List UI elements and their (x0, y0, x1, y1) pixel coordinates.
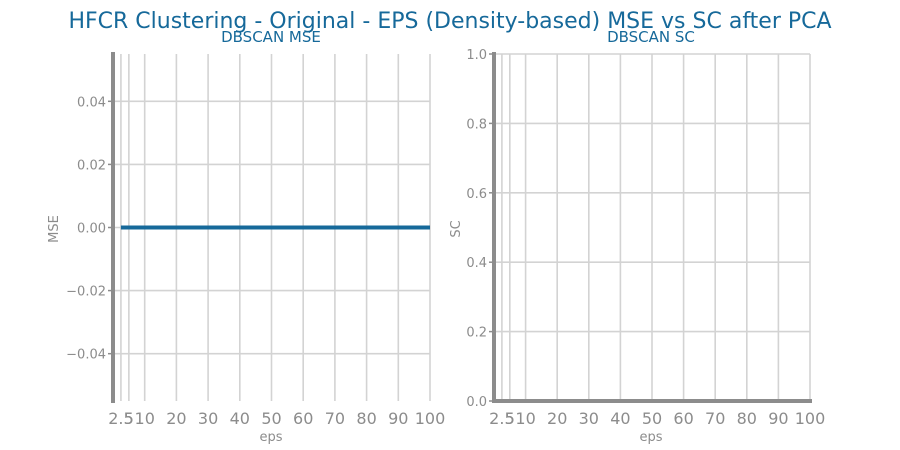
sc-grid (494, 53, 811, 402)
sc-x-tick-label: 50 (642, 409, 662, 428)
sc-x-tick-label: 80 (737, 409, 757, 428)
mse-x-tick-label: 10 (135, 409, 155, 428)
sc-x-tick-label: 90 (768, 409, 788, 428)
sc-axes (489, 52, 812, 403)
sc-panel-title: DBSCAN SC (607, 28, 695, 46)
sc-x-tick-label: 2.5 (489, 409, 514, 428)
mse-x-tick-label: 90 (388, 409, 408, 428)
mse-y-tick-label: −0.04 (66, 348, 106, 363)
mse-axes (108, 52, 115, 403)
mse-x-axis-label: eps (259, 430, 282, 445)
sc-y-tick-label: 0.4 (466, 256, 487, 271)
sc-x-tick-label: 20 (547, 409, 567, 428)
figure-title: HFCR Clustering - Original - EPS (Densit… (68, 9, 831, 34)
sc-x-tick-label: 70 (705, 409, 725, 428)
sc-x-tick-label: 10 (515, 409, 535, 428)
sc-y-tick-label: 1.0 (466, 48, 487, 63)
sc-y-tick-label: 0.2 (466, 326, 487, 341)
mse-panel: DBSCAN MSE eps MSE 2.55 10 20 30 40 50 60 70 80 9… (47, 28, 445, 445)
mse-x-tick-label: 100 (415, 409, 446, 428)
sc-y-tick-label: 0.6 (466, 187, 487, 202)
mse-x-tick-label: 2.5 (108, 409, 133, 428)
mse-x-tick-label: 50 (261, 409, 281, 428)
sc-y-tick-label: 0.0 (466, 395, 487, 410)
mse-y-tick-label: 0.04 (77, 95, 106, 110)
mse-y-tick-label: 0.02 (77, 158, 106, 173)
sc-x-tick-label: 60 (673, 409, 693, 428)
sc-x-tick-label: 100 (795, 409, 826, 428)
mse-y-axis-label: MSE (47, 215, 62, 243)
mse-x-tick-label: 5 (124, 409, 134, 428)
mse-panel-title: DBSCAN MSE (221, 28, 321, 46)
sc-x-tick-label: 40 (610, 409, 630, 428)
mse-x-tick-label: 70 (325, 409, 345, 428)
sc-x-tick-label: 5 (505, 409, 515, 428)
mse-y-tick-label: −0.02 (66, 285, 106, 300)
sc-ticks: 2.55 10 20 30 40 50 60 70 80 90 100 0.0 0.2 0.4 0.6 0.8… (466, 48, 825, 428)
sc-y-axis-label: SC (449, 220, 464, 237)
mse-x-tick-label: 80 (356, 409, 376, 428)
sc-x-axis-label: eps (639, 430, 662, 445)
sc-x-tick-label: 30 (579, 409, 599, 428)
mse-y-tick-label: 0.00 (77, 222, 106, 237)
mse-x-tick-label: 20 (166, 409, 186, 428)
mse-ticks: 2.55 10 20 30 40 50 60 70 80 90 100 −0.04 −0.02 0.00 0… (66, 95, 445, 428)
mse-x-tick-label: 40 (230, 409, 250, 428)
mse-x-tick-label: 60 (293, 409, 313, 428)
mse-x-tick-label: 30 (198, 409, 218, 428)
sc-y-tick-label: 0.8 (466, 117, 487, 132)
sc-panel: DBSCAN SC eps SC 2.55 10 20 30 40 50 60 70 80 90 1… (449, 28, 825, 445)
